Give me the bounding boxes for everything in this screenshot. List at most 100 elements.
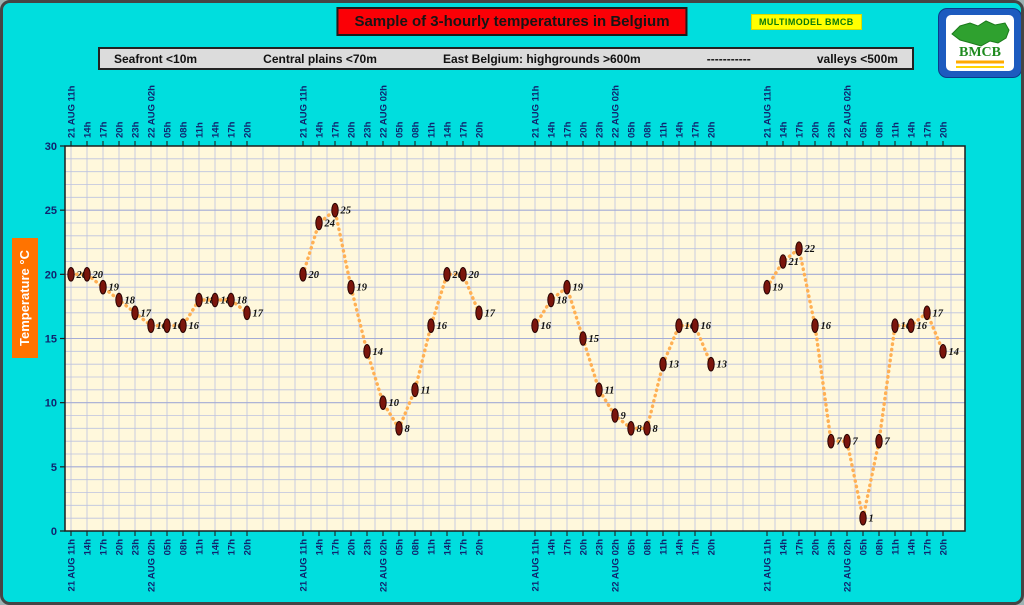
- data-point-marker: [907, 318, 915, 333]
- belgium-map-icon: BMCB: [951, 20, 1010, 68]
- x-tick-label-top: 22 AUG 02h: [611, 85, 622, 138]
- data-point-label: 25: [340, 206, 352, 217]
- x-tick-label-top: 17h: [691, 121, 702, 138]
- legend-separator-dashes: -----------: [706, 51, 751, 66]
- data-point-label: 16: [173, 321, 184, 332]
- x-tick-label-bottom: 20h: [707, 539, 718, 556]
- x-tick-label-top: 08h: [411, 121, 422, 138]
- x-tick-label-top: 05h: [627, 121, 638, 138]
- data-point-label: 17: [933, 308, 944, 319]
- data-point-marker: [411, 382, 419, 398]
- data-point-marker: [843, 433, 851, 449]
- x-tick-label-bottom: 11h: [427, 539, 438, 555]
- x-tick-label-top: 20h: [707, 121, 718, 138]
- x-tick-label-bottom: 20h: [811, 539, 822, 556]
- x-tick-label-bottom: 20h: [347, 539, 358, 556]
- x-tick-label-top: 11h: [891, 122, 902, 138]
- data-point-label: 7: [837, 437, 843, 448]
- data-point-marker: [531, 318, 539, 333]
- x-tick-label-top: 08h: [643, 121, 654, 138]
- data-point-label: 17: [253, 308, 264, 319]
- data-point-label: 16: [917, 321, 928, 332]
- x-tick-label-top: 11h: [195, 122, 206, 138]
- x-tick-label-bottom: 22 AUG 02h: [611, 539, 622, 592]
- data-point-marker: [331, 202, 339, 218]
- legend-item-highgrounds: East Belgium: highgrounds >600m: [442, 51, 641, 66]
- data-point-marker: [859, 510, 867, 526]
- x-tick-label-top: 14h: [315, 121, 326, 138]
- data-point-marker: [643, 421, 651, 436]
- y-tick-label: 0: [51, 526, 57, 538]
- x-tick-label-top: 14h: [907, 121, 918, 138]
- x-tick-label-bottom: 14h: [443, 539, 454, 556]
- x-tick-label-bottom: 17h: [563, 539, 574, 556]
- x-tick-label-bottom: 21 AUG 11h: [763, 539, 774, 592]
- data-point-label: 17: [485, 308, 496, 319]
- x-tick-label-bottom: 14h: [211, 539, 222, 556]
- data-point-marker: [891, 318, 899, 333]
- x-tick-label-bottom: 14h: [779, 539, 790, 556]
- data-point-label: 16: [685, 321, 696, 332]
- x-tick-label-bottom: 11h: [195, 539, 206, 555]
- legend-item-central-plains: Central plains <70m: [263, 51, 377, 66]
- data-point-marker: [427, 318, 435, 333]
- x-tick-label-bottom: 08h: [179, 539, 190, 556]
- x-tick-label-bottom: 14h: [907, 539, 918, 556]
- data-point-label: 7: [853, 437, 859, 448]
- y-tick-label: 15: [45, 334, 57, 346]
- x-tick-label-top: 21 AUG 11h: [763, 85, 774, 138]
- x-tick-label-bottom: 08h: [411, 539, 422, 556]
- x-tick-label-bottom: 17h: [227, 539, 238, 556]
- data-point-label: 16: [157, 321, 168, 332]
- x-tick-label-bottom: 23h: [827, 539, 838, 556]
- x-tick-label-top: 17h: [459, 121, 470, 138]
- data-point-marker: [691, 318, 699, 333]
- x-tick-label-bottom: 14h: [315, 539, 326, 556]
- data-point-label: 20: [452, 270, 464, 281]
- x-tick-label-bottom: 20h: [475, 539, 486, 556]
- data-point-marker: [675, 318, 683, 333]
- data-point-marker: [443, 267, 451, 282]
- x-tick-label-bottom: 23h: [363, 539, 374, 556]
- x-tick-label-bottom: 20h: [939, 539, 950, 556]
- data-point-label: 11: [421, 385, 431, 396]
- data-point-marker: [547, 292, 555, 308]
- x-tick-label-bottom: 22 AUG 02h: [843, 539, 854, 592]
- data-point-label: 20: [92, 270, 104, 281]
- data-point-label: 9: [621, 411, 627, 422]
- data-point-label: 7: [885, 437, 891, 448]
- data-point-label: 19: [357, 283, 368, 294]
- data-point-label: 18: [221, 296, 232, 307]
- logo-text: BMCB: [959, 45, 1001, 60]
- data-point-label: 16: [189, 321, 200, 332]
- x-tick-label-top: 23h: [595, 121, 606, 138]
- data-point-label: 15: [589, 334, 600, 345]
- data-point-label: 21: [788, 257, 800, 268]
- x-tick-label-bottom: 05h: [395, 539, 406, 556]
- data-point-marker: [707, 356, 715, 372]
- data-point-label: 18: [205, 296, 216, 307]
- data-point-label: 22: [804, 244, 816, 255]
- x-tick-label-bottom: 21 AUG 11h: [67, 539, 78, 592]
- data-point-label: 16: [821, 321, 832, 332]
- data-point-label: 16: [701, 321, 712, 332]
- data-point-label: 8: [637, 424, 643, 435]
- data-point-label: 18: [125, 296, 136, 307]
- x-tick-label-bottom: 22 AUG 02h: [147, 539, 158, 592]
- x-tick-label-top: 23h: [363, 121, 374, 138]
- multimodel-badge: MULTIMODEL BMCB: [751, 14, 862, 30]
- data-point-marker: [827, 433, 835, 449]
- data-point-label: 1: [869, 514, 874, 525]
- x-tick-label-top: 17h: [227, 121, 238, 138]
- data-point-marker: [315, 215, 323, 231]
- data-point-marker: [595, 382, 603, 398]
- x-tick-label-top: 20h: [347, 121, 358, 138]
- data-point-marker: [875, 433, 883, 449]
- data-point-label: 16: [437, 321, 448, 332]
- data-point-marker: [363, 344, 371, 359]
- x-tick-label-bottom: 14h: [675, 539, 686, 556]
- x-tick-label-bottom: 08h: [643, 539, 654, 556]
- data-point-marker: [227, 292, 235, 308]
- data-point-marker: [379, 395, 387, 410]
